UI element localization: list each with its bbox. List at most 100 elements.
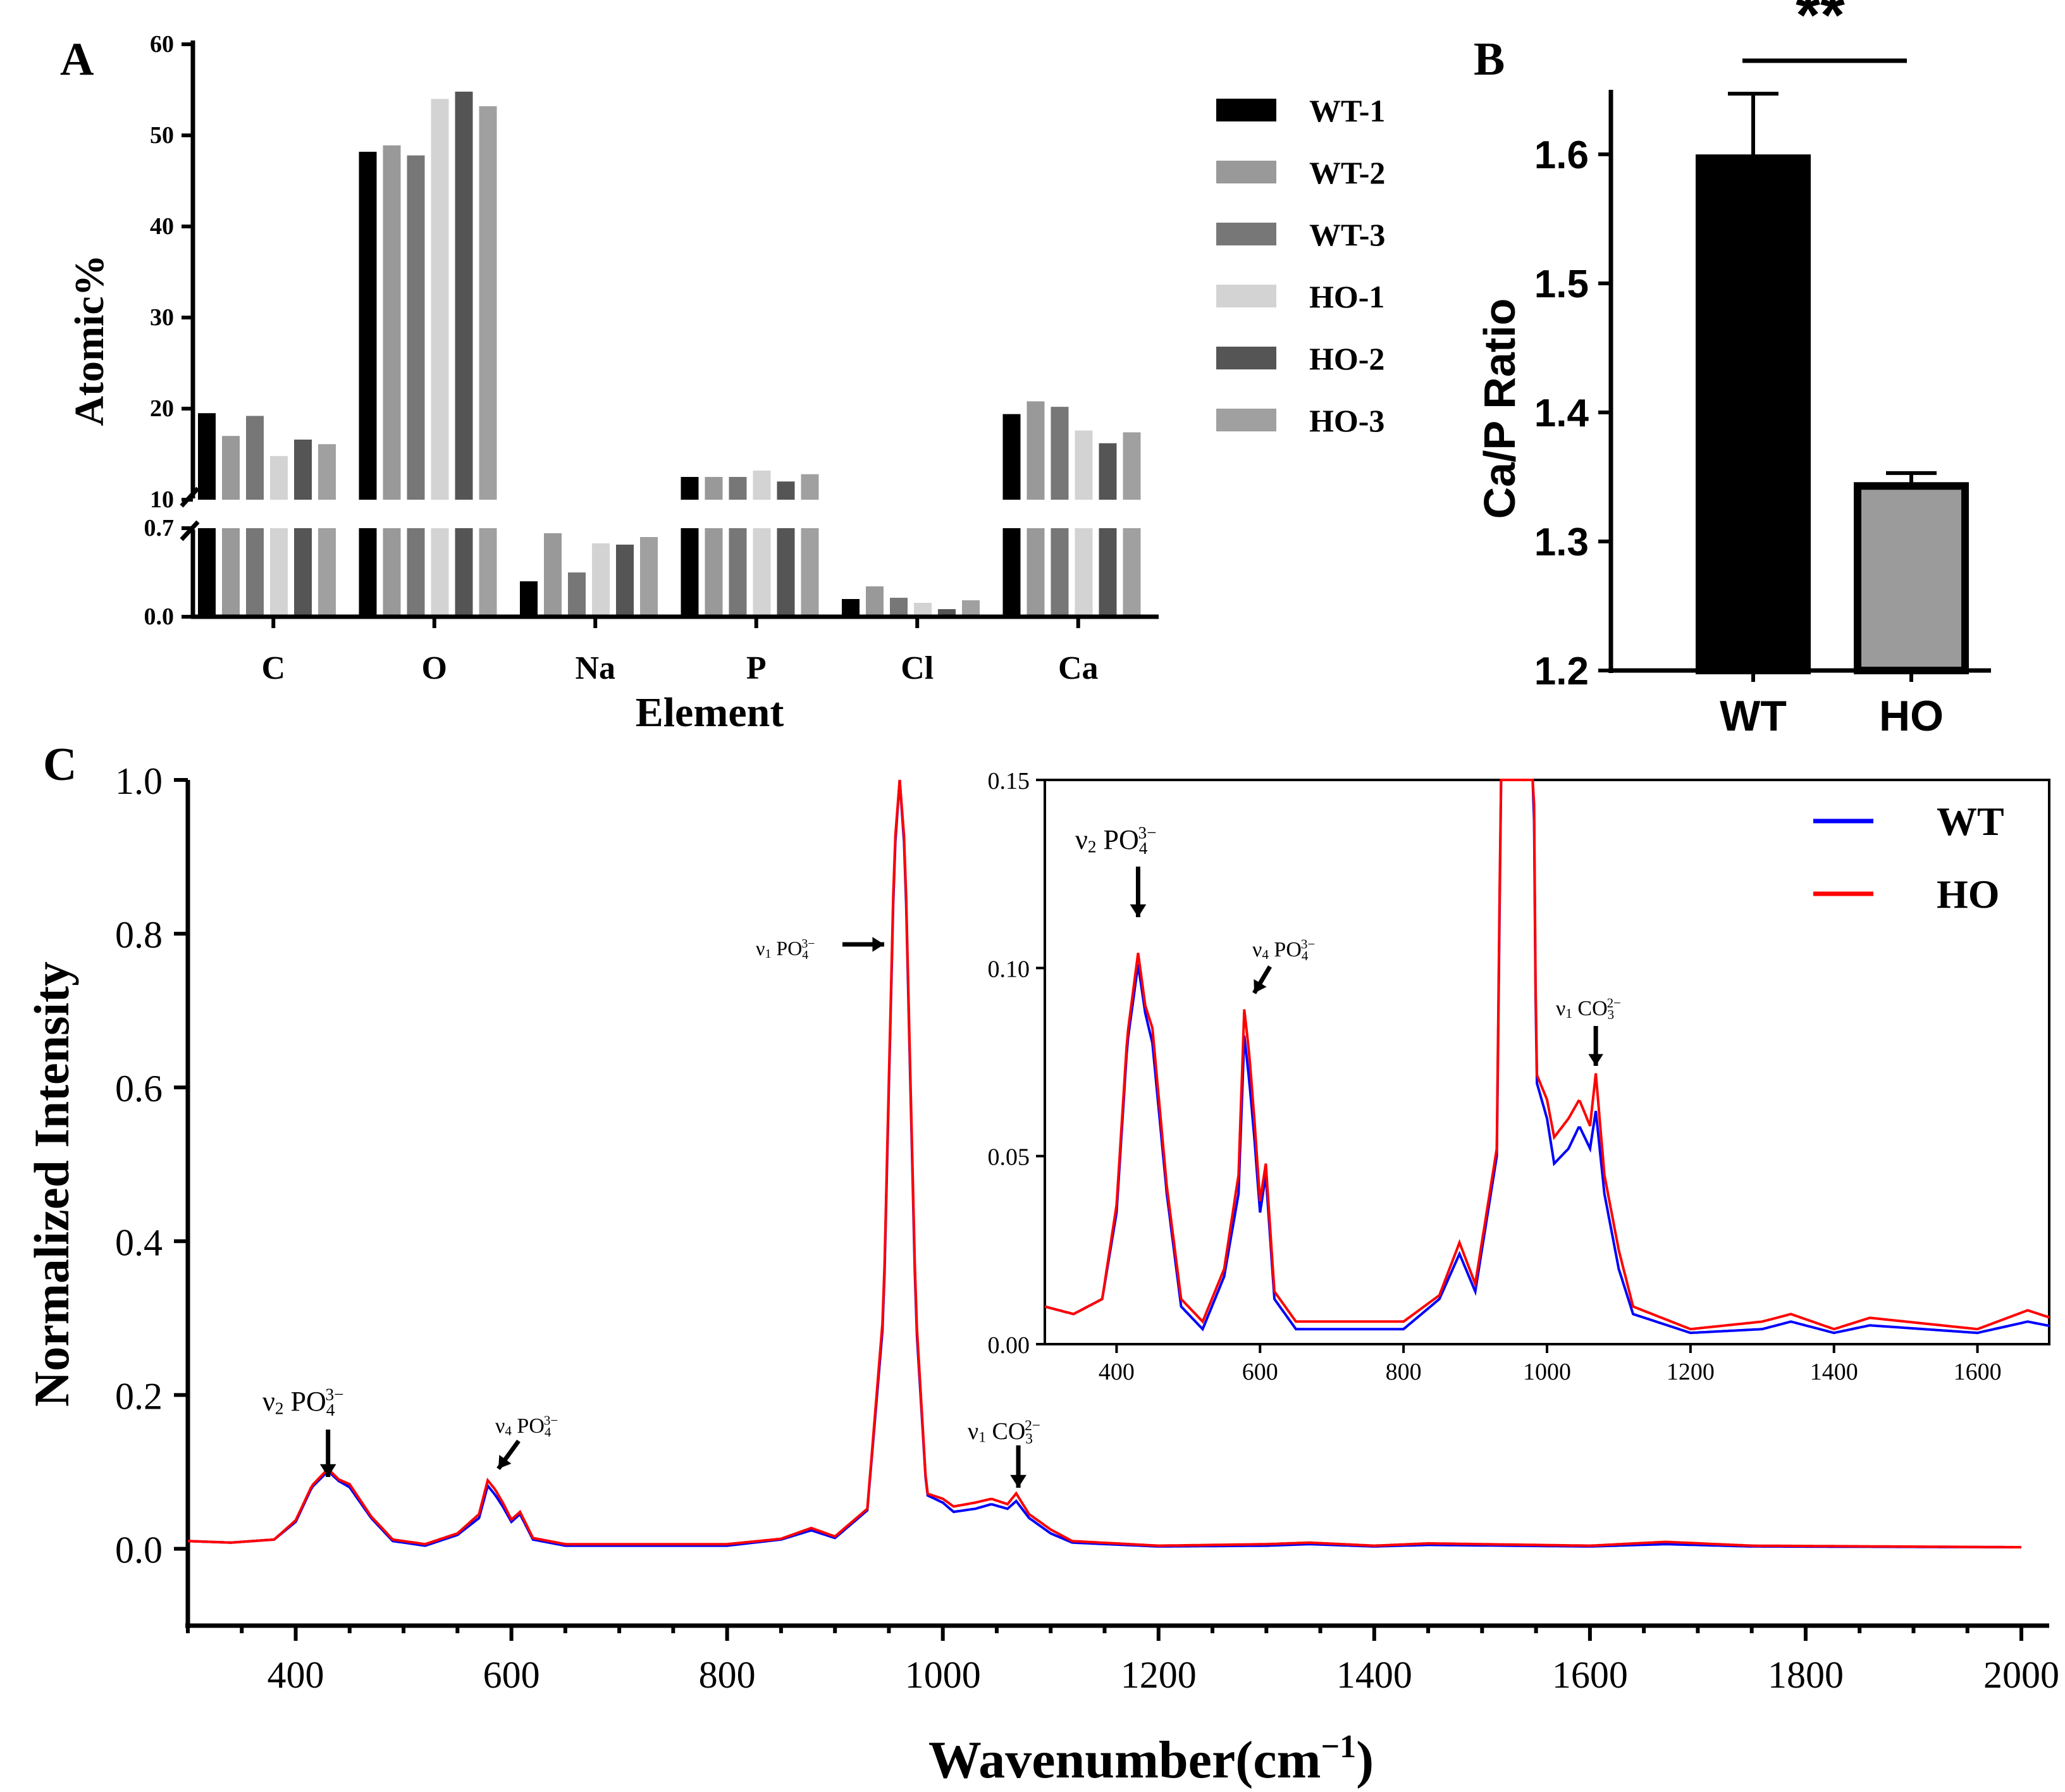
inset-y-tick-label: 0.10: [988, 956, 1030, 982]
panel-b-content: WT HO 1.2 1.3 1.4 1.5 1.6: [1534, 58, 1991, 740]
panel-a: A 0.0 0.710 20 30 40 50 60 C O Na P Cl Ca Element A…: [60, 31, 1385, 736]
bar-C-WT-1-upper: [198, 413, 216, 500]
inset-x-tick-label: 1000: [1523, 1359, 1571, 1385]
inset-annotation-arrow-head: [1588, 1054, 1603, 1066]
inset-annotation-arrow: [1588, 1026, 1603, 1066]
x-tick-label-O: O: [422, 650, 447, 686]
bar-C-HO-1-lower: [270, 528, 288, 617]
bar-Cl-WT-2: [866, 586, 884, 617]
inset-x-tick-label: 400: [1099, 1359, 1135, 1385]
y-tick-label: 0.0: [144, 603, 175, 630]
legend-label-HO: HO: [1937, 872, 2000, 917]
inset-annotation-arrow: [1130, 867, 1147, 917]
legend-swatch-HO-2: [1216, 347, 1276, 369]
bar-Na-HO-2: [616, 545, 634, 617]
x-tick-label-HO: HO: [1879, 692, 1944, 740]
legend-label-WT-3: WT-3: [1309, 217, 1385, 252]
legend-swatch-WT-3: [1216, 223, 1276, 245]
legend-label-HO-3: HO-3: [1309, 403, 1384, 438]
bar-O-HO-2-lower: [455, 528, 473, 617]
x-tick-label-WT: WT: [1720, 692, 1787, 740]
bar-O-WT-1-lower: [359, 528, 377, 617]
inset-annotation-v1-co3: ν1 CO32−: [1556, 995, 1621, 1022]
bar-C-HO-1-upper: [270, 455, 288, 500]
axis-break-mark: [180, 520, 200, 541]
panel-b-y-label: Ca/P Ratio: [1475, 299, 1524, 519]
bar-Na-WT-3: [568, 572, 586, 617]
legend-swatch-HO-3: [1216, 409, 1276, 431]
bar-O-WT-2-lower: [383, 528, 401, 617]
panel-c-content: 0.0 0.2 0.4 0.6 0.8 1.0 400 600 800 1000 1200 1400 1…: [115, 760, 2059, 1696]
bar-C-HO-3-upper: [318, 444, 336, 500]
x-tick-label: 800: [699, 1654, 756, 1696]
x-tick-label: 1600: [1552, 1654, 1628, 1696]
legend-swatch-WT-1: [1216, 99, 1276, 121]
bar-O-HO-1-upper: [431, 99, 449, 500]
panel-c: C 0.0 0.2 0.4 0.6 0.8 1.0 400 600 800 1000 1200 140…: [24, 739, 2059, 1789]
y-tick-label: 0.7: [144, 515, 175, 541]
x-tick-label-C: C: [261, 650, 285, 686]
bar-Na-HO-1: [592, 543, 610, 617]
panel-b: B WT HO 1.2 1.3 1.4 1.5 1.6 Ca/P Ratio **: [1474, 0, 1991, 740]
bar-Ca-WT-2-lower: [1026, 528, 1045, 617]
inset-series-line-ho: [1044, 779, 2050, 1331]
y-tick-label: 0.8: [115, 914, 163, 956]
y-tick-label: 1.3: [1534, 521, 1589, 564]
y-tick-label: 0.4: [115, 1221, 163, 1263]
inset-y-tick-label: 0.05: [988, 1144, 1030, 1171]
y-tick-label: 1.2: [1534, 650, 1589, 693]
bar-P-WT-2-lower: [705, 528, 723, 617]
bar-P-WT-2-upper: [705, 477, 723, 500]
bar-O-HO-1-lower: [431, 528, 449, 617]
annotation-v2-po4: ν2 PO43−: [262, 1385, 343, 1419]
bar-C-WT-2-lower: [222, 528, 240, 617]
panel-a-x-ticks: C O Na P Cl Ca: [261, 617, 1099, 686]
bar-C-WT-3-upper: [246, 416, 264, 500]
panel-a-legend: WT-1 WT-2 WT-3 HO-1 HO-2 HO-3: [1216, 93, 1385, 438]
x-tick-label-Cl: Cl: [901, 650, 934, 686]
bar-WT: [1696, 154, 1811, 674]
panel-c-y-label: Normalized Intensity: [24, 961, 79, 1407]
x-tick-label: 2000: [1983, 1654, 2059, 1696]
legend-label-WT-2: WT-2: [1309, 155, 1385, 190]
bar-C-WT-3-lower: [246, 528, 264, 617]
inset-annotation-arrow: [1252, 965, 1273, 994]
legend-swatch-HO-1: [1216, 285, 1276, 307]
bar-Cl-WT-3: [890, 598, 908, 617]
bar-Ca-WT-1-lower: [1002, 528, 1021, 617]
annotation-v4-po4: ν4 PO43−: [495, 1412, 558, 1440]
annotation-arrow-head: [872, 937, 884, 952]
bar-C-WT-2-upper: [222, 436, 240, 500]
y-tick-label: 0.2: [115, 1375, 163, 1417]
inset-annotation-arrow-head: [1130, 904, 1147, 917]
panel-label-b: B: [1474, 34, 1505, 85]
bar-C-HO-2-upper: [294, 439, 312, 500]
legend-label-WT: WT: [1937, 799, 2004, 844]
annotation-v1-co3: ν1 CO32−: [968, 1418, 1040, 1447]
bar-Ca-WT-1-upper: [1002, 414, 1021, 500]
bar-O-HO-3-lower: [479, 528, 497, 617]
bar-P-HO-3-lower: [801, 528, 819, 617]
bar-P-HO-1-upper: [753, 470, 771, 500]
inset-x-tick-label: 1200: [1667, 1359, 1715, 1385]
panel-label-c: C: [43, 739, 77, 791]
y-tick-label: 0.0: [115, 1529, 163, 1571]
y-tick-label: 1.6: [1534, 133, 1589, 177]
inset-annotation-arrow-head: [1254, 979, 1267, 993]
annotation-arrow: [319, 1430, 336, 1477]
y-tick-label: 1.4: [1534, 392, 1589, 435]
panel-a-y-label: Atomic%: [66, 254, 113, 426]
panel-c-x-label: Wavenumber(cm−1): [928, 1729, 1374, 1789]
y-tick-label: 20: [150, 395, 174, 422]
inset-series-line-wt: [1044, 779, 2050, 1335]
inset-x-tick-label: 600: [1242, 1359, 1278, 1385]
bar-Na-WT-1: [520, 581, 538, 617]
annotation-arrow: [496, 1439, 521, 1471]
significance-label: **: [1796, 0, 1845, 51]
bar-Cl-HO-1: [914, 603, 932, 617]
panel-a-axes: [180, 40, 1159, 619]
inset-x-tick-label: 800: [1386, 1359, 1422, 1385]
inset-y-tick-label: 0.00: [988, 1332, 1030, 1359]
y-tick-label: 60: [150, 31, 174, 58]
